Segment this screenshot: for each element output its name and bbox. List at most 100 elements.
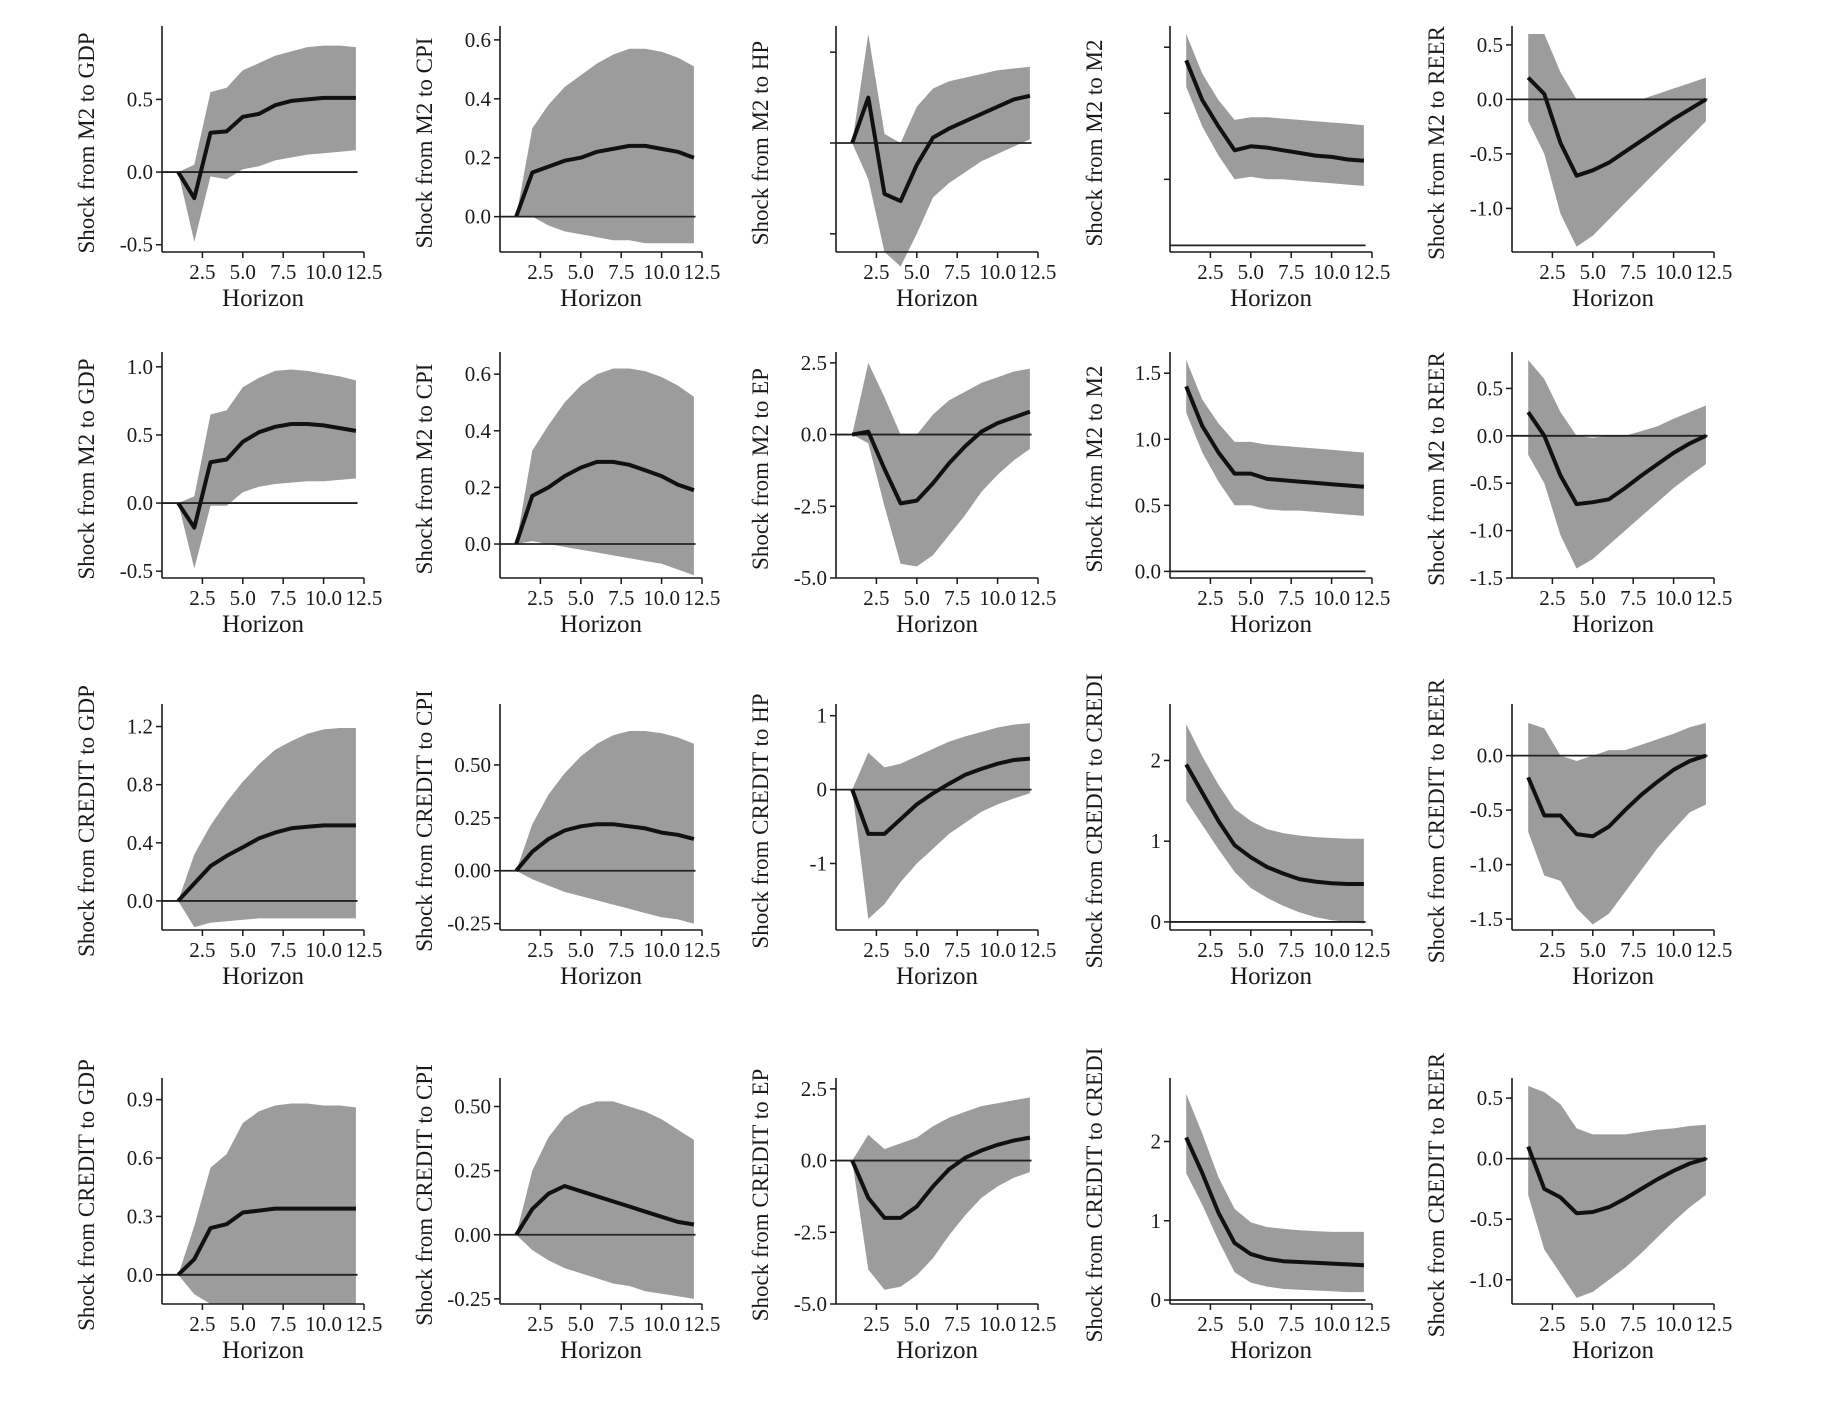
confidence-band — [178, 728, 356, 928]
y-tick-label: 0.8 — [127, 773, 153, 797]
x-tick-label: 2.5 — [189, 938, 215, 962]
y-tick-label: 0.4 — [465, 87, 492, 111]
x-tick-label: 10.0 — [1655, 1312, 1692, 1336]
chart-panel-4: 2.5 5.0 7.5 10.0 12.5 Horizon Shock from M2 to… — [1082, 26, 1390, 312]
chart-panel-14: 0 1 2 2.5 5.0 7.5 10.0 12.5 Horizon Shock from CR… — [1082, 674, 1390, 990]
y-axis-label: Shock from M2 to EP — [748, 368, 773, 570]
confidence-band — [1528, 722, 1706, 925]
confidence-band — [1528, 360, 1706, 569]
y-tick-label: -5.0 — [794, 1292, 827, 1316]
y-tick-label: 0.0 — [1477, 744, 1503, 768]
x-axis-label: Horizon — [1572, 285, 1654, 312]
x-axis-label: Horizon — [560, 611, 642, 638]
chart-panel-10: -1.5 -1.0 -0.5 0.0 0.5 2.5 5.0 7.5 10.0 12.5 Horiz… — [1424, 351, 1732, 638]
x-axis-label: Horizon — [896, 1337, 978, 1364]
x-tick-label: 2.5 — [863, 586, 889, 610]
x-tick-label: 7.5 — [1620, 260, 1646, 284]
x-tick-label: 5.0 — [230, 586, 256, 610]
y-tick-label: 0.5 — [127, 87, 153, 111]
y-tick-label: -0.5 — [120, 559, 153, 583]
x-tick-label: 2.5 — [189, 586, 215, 610]
x-tick-label: 2.5 — [863, 1312, 889, 1336]
impulse-response-line — [514, 1184, 695, 1236]
x-tick-label: 5.0 — [1580, 260, 1606, 284]
impulse-response-line — [514, 459, 695, 545]
x-tick-label: 7.5 — [1620, 586, 1646, 610]
x-tick-label: 5.0 — [1580, 586, 1606, 610]
y-tick-label: 1.2 — [127, 715, 153, 739]
x-tick-label: 5.0 — [1238, 938, 1264, 962]
y-tick-label: -2.5 — [794, 1220, 827, 1244]
x-tick-label: 10.0 — [1313, 586, 1350, 610]
impulse-response-line — [1526, 753, 1707, 839]
confidence-band — [178, 1103, 356, 1304]
x-tick-label: 7.5 — [944, 586, 970, 610]
x-axis-label: Horizon — [1572, 611, 1654, 638]
y-tick-label: 0.6 — [465, 362, 491, 386]
x-axis-label: Horizon — [896, 285, 978, 312]
x-tick-label: 2.5 — [1539, 586, 1565, 610]
x-tick-label: 5.0 — [1580, 1312, 1606, 1336]
confidence-band — [1186, 360, 1364, 516]
x-tick-label: 12.5 — [684, 260, 721, 284]
x-tick-label: 10.0 — [1313, 1312, 1350, 1336]
x-axis-label: Horizon — [222, 285, 304, 312]
confidence-band — [852, 1097, 1030, 1290]
y-tick-label: 1.0 — [127, 355, 153, 379]
y-axis-label: Shock from M2 to REER — [1424, 351, 1449, 585]
confidence-band — [1528, 34, 1706, 247]
y-tick-label: -0.25 — [447, 912, 491, 936]
x-tick-label: 7.5 — [1278, 260, 1304, 284]
chart-panel-12: -0.25 0.00 0.25 0.50 2.5 5.0 7.5 10.0 12.5 Horizo… — [412, 690, 720, 990]
y-tick-label: -1.0 — [1470, 1268, 1503, 1292]
impulse-response-line — [1184, 385, 1365, 489]
x-tick-label: 12.5 — [1696, 586, 1733, 610]
x-tick-label: 7.5 — [1620, 938, 1646, 962]
x-axis-label: Horizon — [222, 963, 304, 990]
x-tick-label: 5.0 — [568, 1312, 594, 1336]
x-axis-label: Horizon — [1230, 285, 1312, 312]
x-tick-label: 12.5 — [1354, 260, 1391, 284]
y-tick-label: 0.4 — [465, 419, 492, 443]
y-tick-label: 0.00 — [454, 859, 491, 883]
x-axis-label: Horizon — [222, 611, 304, 638]
x-tick-label: 5.0 — [1238, 260, 1264, 284]
y-tick-label: 0.6 — [465, 28, 491, 52]
x-tick-label: 12.5 — [684, 586, 721, 610]
impulse-response-line — [1184, 763, 1364, 886]
y-tick-label: 0.0 — [127, 160, 153, 184]
y-tick-label: -0.25 — [447, 1287, 491, 1311]
x-tick-label: 7.5 — [1620, 1312, 1646, 1336]
x-tick-label: 2.5 — [527, 938, 553, 962]
x-axis-label: Horizon — [1230, 963, 1312, 990]
y-tick-label: 0.5 — [1477, 376, 1503, 400]
y-tick-label: 2.5 — [801, 1077, 827, 1101]
x-tick-label: 10.0 — [643, 586, 680, 610]
y-tick-label: 0 — [1151, 910, 1162, 934]
y-axis-label: Shock from M2 to REER — [1424, 25, 1449, 259]
y-tick-label: 0.2 — [465, 475, 491, 499]
x-tick-label: 12.5 — [1020, 586, 1057, 610]
x-tick-label: 5.0 — [230, 938, 256, 962]
x-axis-label: Horizon — [560, 1337, 642, 1364]
confidence-band — [1186, 724, 1364, 924]
x-tick-label: 12.5 — [1354, 1312, 1391, 1336]
impulse-response-line — [851, 409, 1031, 506]
x-axis-label: Horizon — [560, 285, 642, 312]
x-tick-label: 12.5 — [1696, 1312, 1733, 1336]
y-tick-label: 2 — [1151, 1129, 1162, 1153]
chart-panel-15: -1.5 -1.0 -0.5 0.0 2.5 5.0 7.5 10.0 12.5 Horizon S… — [1424, 678, 1732, 990]
x-tick-label: 7.5 — [608, 1312, 634, 1336]
y-tick-label: -1.0 — [1470, 519, 1503, 543]
impulse-response-line — [1184, 59, 1365, 163]
y-axis-label: Shock from CREDIT to EP — [748, 1069, 773, 1322]
x-tick-label: 7.5 — [944, 938, 970, 962]
x-tick-label: 10.0 — [979, 586, 1016, 610]
impulse-response-line — [514, 143, 695, 218]
x-tick-label: 2.5 — [527, 1312, 553, 1336]
x-axis-label: Horizon — [896, 611, 978, 638]
x-tick-label: 7.5 — [608, 938, 634, 962]
chart-panel-11: 0.0 0.4 0.8 1.2 2.5 5.0 7.5 10.0 12.5 Horizon Shoc… — [74, 685, 382, 990]
